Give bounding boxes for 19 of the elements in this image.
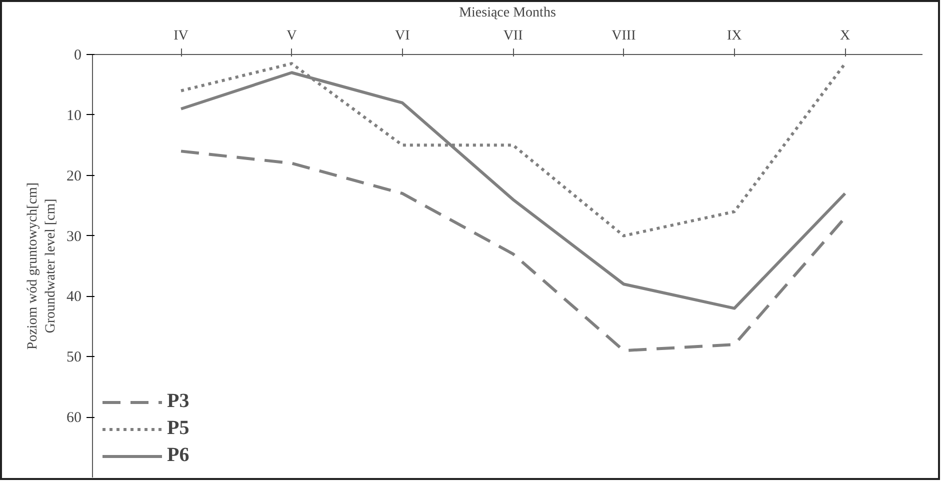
y-tick-label: 40 — [66, 289, 82, 306]
y-tick-label: 10 — [66, 108, 82, 124]
legend-label: P3 — [167, 390, 190, 413]
x-tick-label: IV — [174, 28, 188, 44]
x-axis-title: Miesiące Months — [459, 6, 556, 20]
y-tick-label: 0 — [74, 48, 82, 64]
y-tick-label: 60 — [66, 410, 82, 426]
y-axis-title: Poziom wód gruntowych[cm] Groundwater level [cm] — [26, 182, 58, 350]
x-tick-label: VI — [394, 28, 410, 44]
x-tick-label: VII — [503, 28, 524, 44]
legend-label: P6 — [167, 444, 190, 467]
x-tick-label: V — [286, 28, 297, 44]
x-tick-label: IX — [726, 28, 742, 44]
x-tick-label: VIII — [612, 28, 636, 44]
y-tick-label: 30 — [66, 228, 82, 245]
y-tick-label: 50 — [66, 350, 82, 366]
legend-label: P5 — [167, 417, 190, 440]
y-tick-label: 20 — [66, 168, 82, 184]
x-tick-label: X — [840, 28, 850, 44]
